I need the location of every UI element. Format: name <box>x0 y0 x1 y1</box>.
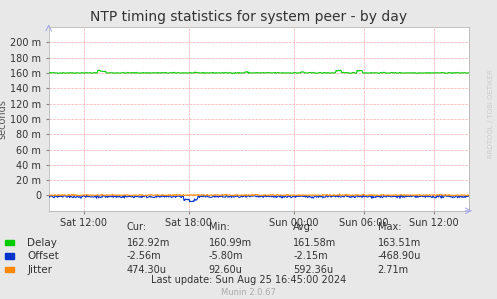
Text: -2.56m: -2.56m <box>127 251 162 261</box>
Y-axis label: seconds: seconds <box>0 99 7 139</box>
Text: 592.36u: 592.36u <box>293 265 333 275</box>
Text: 2.71m: 2.71m <box>378 265 409 275</box>
Text: -5.80m: -5.80m <box>209 251 243 261</box>
Text: Delay: Delay <box>27 238 57 248</box>
Text: 163.51m: 163.51m <box>378 238 421 248</box>
Text: Munin 2.0.67: Munin 2.0.67 <box>221 289 276 298</box>
Text: NTP timing statistics for system peer - by day: NTP timing statistics for system peer - … <box>90 10 407 24</box>
Text: Avg:: Avg: <box>293 222 315 232</box>
Text: 474.30u: 474.30u <box>127 265 166 275</box>
Text: 161.58m: 161.58m <box>293 238 336 248</box>
Text: -2.15m: -2.15m <box>293 251 328 261</box>
Text: Cur:: Cur: <box>127 222 147 232</box>
Text: Jitter: Jitter <box>27 265 52 275</box>
Text: -468.90u: -468.90u <box>378 251 421 261</box>
Text: 162.92m: 162.92m <box>127 238 170 248</box>
Text: RRDTOOL / TOBI OETIKER: RRDTOOL / TOBI OETIKER <box>488 69 494 158</box>
Text: Last update: Sun Aug 25 16:45:00 2024: Last update: Sun Aug 25 16:45:00 2024 <box>151 275 346 286</box>
Text: Offset: Offset <box>27 251 59 261</box>
Text: Max:: Max: <box>378 222 401 232</box>
Text: Min:: Min: <box>209 222 230 232</box>
Text: 92.60u: 92.60u <box>209 265 243 275</box>
Text: 160.99m: 160.99m <box>209 238 252 248</box>
